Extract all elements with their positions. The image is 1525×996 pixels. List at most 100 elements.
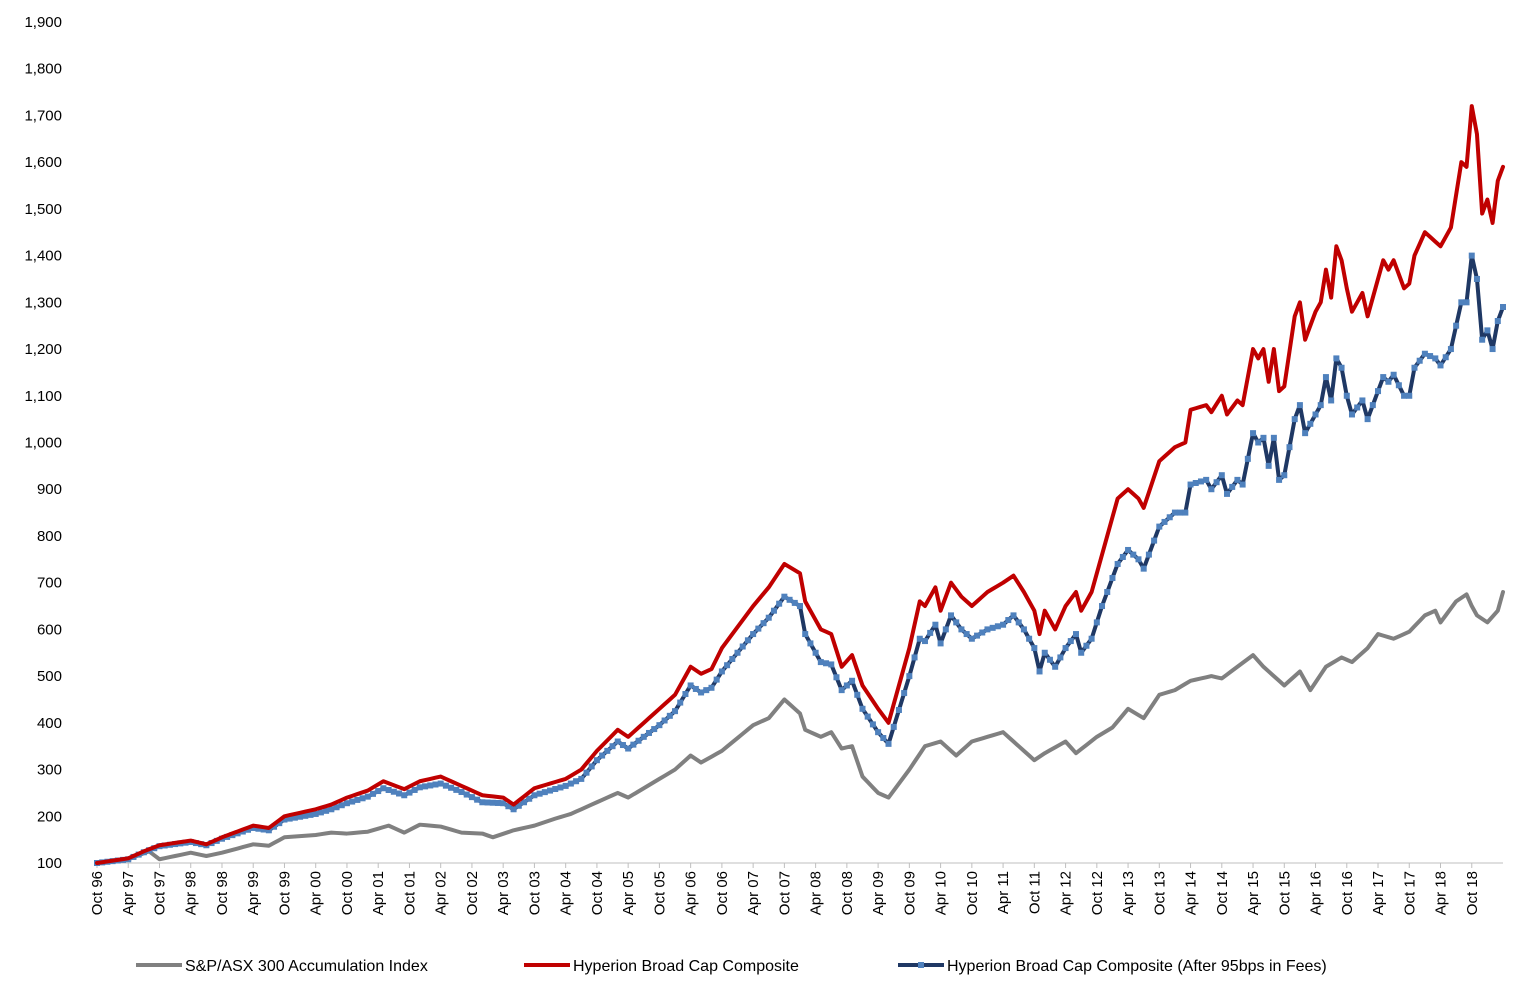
series-marker — [1375, 388, 1382, 395]
series-marker — [484, 799, 491, 806]
series-marker — [291, 814, 298, 821]
series-marker — [526, 795, 533, 802]
x-tick-label: Apr 15 — [1245, 871, 1262, 915]
series-marker — [625, 745, 632, 752]
series-marker — [1260, 434, 1267, 441]
series-marker — [890, 723, 897, 730]
y-tick-label: 800 — [37, 528, 62, 545]
series-marker — [1380, 374, 1387, 381]
series-marker — [781, 593, 788, 600]
series-marker — [895, 706, 902, 713]
series-marker — [1255, 439, 1262, 446]
series-marker — [1406, 392, 1413, 399]
series-marker — [500, 800, 507, 807]
series-marker — [1468, 252, 1475, 259]
series-marker — [1182, 509, 1189, 516]
series-marker — [1432, 355, 1439, 362]
series-marker — [1421, 350, 1428, 357]
x-tick-label: Oct 12 — [1089, 871, 1106, 915]
x-tick-label: Apr 18 — [1433, 871, 1450, 915]
series-marker — [1385, 378, 1392, 385]
series-marker — [718, 668, 725, 675]
x-tick-label: Apr 16 — [1308, 871, 1325, 915]
series-marker — [1156, 523, 1163, 530]
series-marker — [864, 713, 871, 720]
series-marker — [1348, 411, 1355, 418]
series-marker — [422, 783, 429, 790]
x-tick-label: Apr 06 — [683, 871, 700, 915]
y-tick-label: 600 — [37, 621, 62, 638]
series-marker — [713, 676, 720, 683]
series-marker — [1250, 430, 1257, 437]
series-marker — [281, 816, 288, 823]
series-marker — [463, 791, 470, 798]
series-marker — [640, 733, 647, 740]
legend-label-0: S&P/ASX 300 Accumulation Index — [185, 958, 428, 975]
series-marker — [1177, 509, 1184, 516]
series-marker — [1166, 514, 1173, 521]
series-marker — [448, 784, 455, 791]
series-marker — [942, 626, 949, 633]
series-marker — [1312, 411, 1319, 418]
y-axis-ticks: 1,900 1,800 1,700 1,600 1,500 1,400 1,300 1,200… — [24, 14, 62, 872]
series-marker — [458, 788, 465, 795]
series-marker — [1026, 635, 1033, 642]
x-tick-label: Apr 05 — [620, 871, 637, 915]
series-marker — [364, 793, 371, 800]
series-marker — [1005, 617, 1012, 624]
series-marker — [1411, 364, 1418, 371]
series-marker — [765, 614, 772, 621]
series-marker — [651, 726, 658, 733]
series-marker — [1088, 635, 1095, 642]
series-marker — [1125, 546, 1132, 553]
series-marker — [1281, 472, 1288, 479]
series-marker — [1395, 382, 1402, 389]
series-marker — [1187, 481, 1194, 488]
x-axis: Oct 96 Apr 97 Oct 97 Apr 98 Oct 98 Apr 99 Oct … — [89, 862, 1503, 915]
y-tick-label: 1,600 — [24, 154, 62, 171]
x-tick-label: Apr 99 — [245, 871, 262, 915]
series-marker — [1151, 537, 1158, 544]
series-marker — [1276, 476, 1283, 483]
series-marker — [698, 689, 705, 696]
series-line-1 — [95, 104, 1505, 865]
series-marker — [1119, 553, 1126, 560]
series-marker — [573, 778, 580, 785]
series-marker — [1489, 346, 1496, 353]
series-marker — [1359, 397, 1366, 404]
y-tick-label: 1,000 — [24, 435, 62, 452]
series-marker — [635, 737, 642, 744]
series-marker — [567, 780, 574, 787]
series-marker — [1020, 626, 1027, 633]
series-marker — [760, 620, 767, 627]
series-marker — [442, 782, 449, 789]
series-marker — [276, 820, 283, 827]
x-tick-label: Apr 13 — [1120, 871, 1137, 915]
series-marker — [390, 788, 397, 795]
series-marker — [1322, 374, 1329, 381]
series-marker — [1369, 402, 1376, 409]
series-marker — [979, 629, 986, 636]
series-marker — [645, 729, 652, 736]
series-marker — [1463, 299, 1470, 306]
y-tick-label: 300 — [37, 762, 62, 779]
series-marker — [802, 631, 809, 638]
series-marker — [1000, 621, 1007, 628]
series-marker — [869, 721, 876, 728]
series-marker — [963, 631, 970, 638]
legend-label-2: Hyperion Broad Cap Composite (After 95bp… — [947, 958, 1327, 975]
series-marker — [1484, 327, 1491, 334]
series-marker — [1078, 649, 1085, 656]
series-marker — [1161, 518, 1168, 525]
series-marker — [1364, 416, 1371, 423]
x-tick-label: Oct 13 — [1151, 871, 1168, 915]
y-tick-label: 200 — [37, 808, 62, 825]
series-marker — [354, 796, 361, 803]
x-tick-label: Apr 17 — [1370, 871, 1387, 915]
series-marker — [953, 619, 960, 626]
series-marker — [468, 794, 475, 801]
x-tick-label: Oct 10 — [964, 871, 981, 915]
x-tick-label: Oct 16 — [1339, 871, 1356, 915]
series-marker — [880, 735, 887, 742]
